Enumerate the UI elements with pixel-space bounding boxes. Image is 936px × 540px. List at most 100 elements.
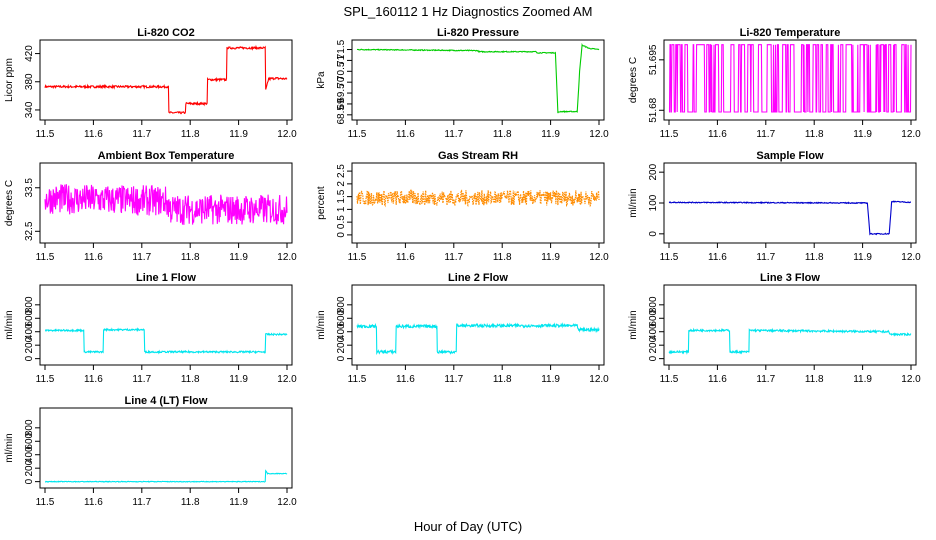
y-tick-label: 400 (24, 446, 35, 463)
x-tick-label: 11.7 (132, 252, 151, 263)
panel-title: Line 1 Flow (136, 272, 196, 284)
series-line (44, 184, 288, 225)
x-tick-label: 11.7 (756, 374, 775, 385)
series-line (668, 200, 911, 236)
panel-5: Sample Flow 11.5 11.6 11.7 11.8 11.9 12.0 0 100 2… (628, 150, 921, 263)
y-tick-label: 0 (648, 231, 659, 237)
series-line (356, 42, 600, 114)
x-tick-label: 11.8 (493, 252, 512, 263)
y-tick-label: 0 (24, 355, 35, 361)
x-tick-label: 11.7 (444, 374, 463, 385)
x-tick-label: 12.0 (589, 252, 609, 263)
x-tick-label: 11.6 (396, 252, 415, 263)
y-tick-label: 200 (24, 336, 35, 353)
y-tick-label: 800 (336, 296, 347, 313)
series-line (668, 327, 912, 355)
x-tick-label: 11.9 (229, 129, 248, 140)
panel-title: Sample Flow (756, 150, 824, 162)
y-tick-label: 2 (336, 181, 347, 187)
y-axis-label: ml/min (628, 188, 639, 217)
y-tick-label: 800 (24, 419, 35, 436)
panel-7: Line 2 Flow 11.5 11.6 11.7 11.8 11.9 12.0 0 2004… (316, 272, 609, 385)
x-tick-label: 11.9 (853, 129, 872, 140)
x-tick-label: 11.6 (84, 252, 103, 263)
y-tick-label: 200 (24, 459, 35, 476)
y-tick-label: 600 (24, 309, 35, 326)
x-tick-label: 11.5 (348, 129, 367, 140)
plot-frame (351, 284, 605, 366)
x-tick-label: 11.9 (541, 129, 560, 140)
x-tick-label: 12.0 (901, 252, 921, 263)
x-tick-label: 11.9 (229, 497, 248, 508)
x-tick-label: 12.0 (277, 129, 297, 140)
x-tick-label: 11.7 (756, 252, 775, 263)
plot-frame (39, 284, 293, 366)
y-tick-label: 340 (24, 101, 35, 118)
y-tick-label: 600 (648, 309, 659, 326)
x-tick-label: 11.8 (805, 129, 824, 140)
x-tick-label: 11.5 (36, 129, 55, 140)
x-tick-label: 12.0 (589, 374, 609, 385)
y-tick-label: 200 (648, 163, 659, 180)
y-tick-label: 71.5 (336, 39, 347, 59)
x-tick-label: 11.8 (805, 374, 824, 385)
y-tick-label: 69 (336, 98, 347, 110)
figure-x-axis-label: Hour of Day (UTC) (414, 519, 522, 534)
x-tick-label: 11.7 (756, 129, 775, 140)
plot-frame (39, 162, 293, 244)
x-tick-label: 11.8 (805, 252, 824, 263)
x-tick-label: 12.0 (277, 374, 297, 385)
x-tick-label: 11.9 (541, 374, 560, 385)
y-tick-label: 70 (336, 76, 347, 88)
x-tick-label: 11.6 (708, 374, 727, 385)
x-tick-label: 12.0 (589, 129, 609, 140)
y-axis-label: kPa (316, 71, 327, 89)
x-tick-label: 11.8 (493, 129, 512, 140)
x-tick-label: 11.9 (541, 252, 560, 263)
x-tick-label: 11.6 (84, 374, 103, 385)
y-axis-label: ml/min (628, 310, 639, 339)
y-axis-label: ml/min (4, 433, 15, 462)
y-tick-label: 380 (24, 73, 35, 90)
y-tick-label: 0 (336, 232, 347, 238)
panel-title: Gas Stream RH (438, 150, 518, 162)
y-tick-label: 51.68 (648, 97, 659, 122)
plot-frame (351, 162, 605, 244)
y-tick-label: 0 (24, 478, 35, 484)
x-tick-label: 11.9 (853, 374, 872, 385)
panel-title: Line 4 (LT) Flow (125, 395, 208, 407)
x-tick-label: 11.7 (444, 252, 463, 263)
y-tick-label: 200 (648, 336, 659, 353)
y-tick-label: 1 (336, 206, 347, 212)
series-line (668, 44, 912, 113)
panel-8: Line 3 Flow 11.5 11.6 11.7 11.8 11.9 12.0 0 2004… (628, 272, 921, 385)
y-tick-label: 200 (336, 336, 347, 353)
y-tick-label: 33.5 (24, 178, 35, 198)
plot-frame (351, 39, 605, 121)
y-tick-label: 600 (24, 432, 35, 449)
x-tick-label: 11.7 (444, 129, 463, 140)
y-tick-label: 400 (648, 323, 659, 340)
x-tick-label: 11.5 (660, 374, 679, 385)
x-tick-label: 11.6 (84, 497, 103, 508)
y-tick-label: 1.5 (336, 189, 347, 203)
x-tick-label: 11.6 (396, 129, 415, 140)
panel-title: Line 2 Flow (448, 272, 508, 284)
series-line (45, 469, 288, 483)
y-tick-label: 0 (336, 355, 347, 361)
x-tick-label: 11.5 (36, 252, 55, 263)
panel-0: Li-820 CO2 11.5 11.6 11.7 11.8 11.9 12.0 340 380… (4, 27, 297, 140)
panel-9: Line 4 (LT) Flow 11.5 11.6 11.7 11.8 11.9 12.0… (4, 395, 297, 508)
x-tick-label: 11.5 (36, 497, 55, 508)
panel-title: Li-820 Temperature (740, 27, 841, 39)
plot-frame (663, 284, 917, 366)
y-tick-label: 400 (336, 323, 347, 340)
x-tick-label: 11.8 (181, 497, 200, 508)
x-tick-label: 12.0 (277, 497, 297, 508)
x-tick-label: 11.6 (708, 129, 727, 140)
x-tick-label: 11.9 (853, 252, 872, 263)
plot-frame (663, 39, 917, 121)
